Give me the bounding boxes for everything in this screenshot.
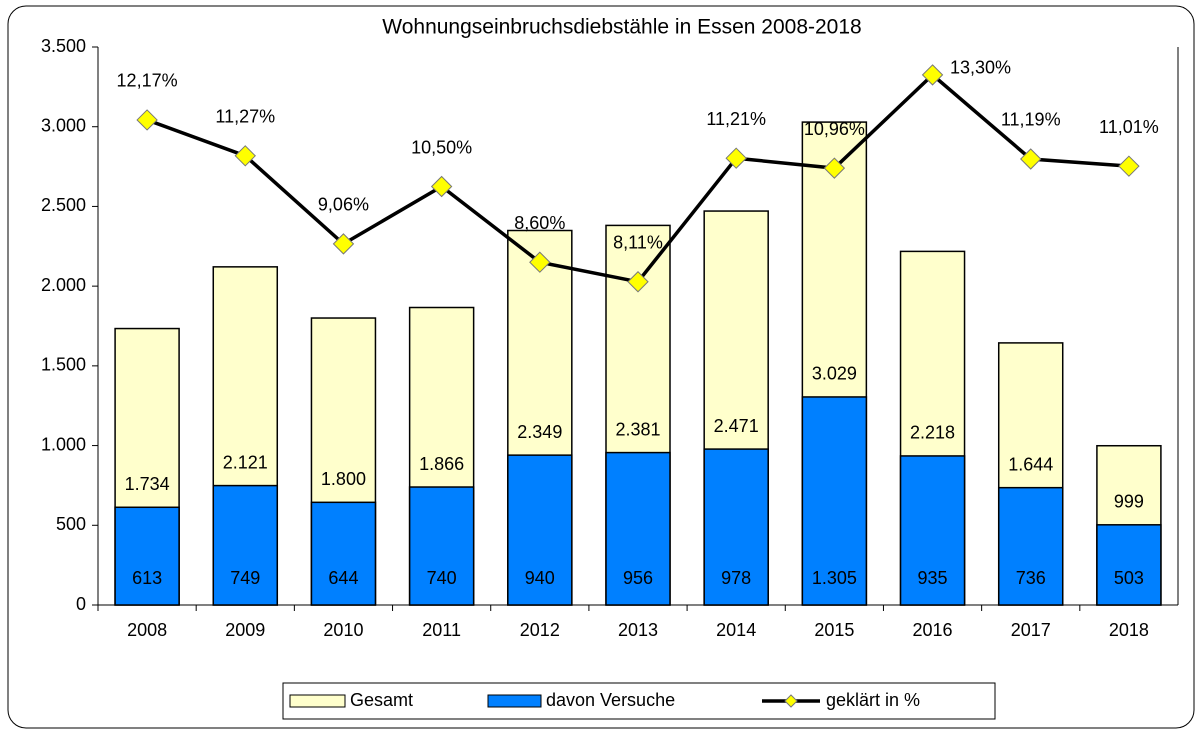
marker: [430, 175, 453, 198]
bar: [1096, 524, 1162, 606]
value-label: 11,21%: [706, 109, 766, 129]
x-tick-label: 2018: [1109, 620, 1149, 640]
bar: [703, 448, 769, 606]
value-label: 13,30%: [950, 58, 1011, 78]
x-tick-label: 2008: [127, 620, 167, 640]
y-tick-label: 1.500: [41, 355, 86, 375]
value-label: 11,27%: [215, 107, 275, 127]
y-tick-label: 2.500: [41, 195, 86, 215]
legend-marker: [784, 694, 798, 708]
value-label: 8,60%: [514, 213, 565, 233]
bar: [310, 501, 377, 606]
value-label: 10,50%: [411, 137, 472, 157]
legend-swatch: [487, 694, 542, 708]
legend: [282, 682, 996, 720]
bar: [605, 451, 671, 606]
x-tick-label: 2015: [814, 620, 854, 640]
value-label: 10,96%: [804, 119, 865, 139]
marker: [921, 64, 944, 86]
value-label: 999: [1114, 492, 1144, 512]
y-tick-label: 500: [56, 514, 86, 534]
value-label: 644: [328, 568, 358, 588]
y-tick-label: 3.500: [41, 36, 86, 56]
x-tick-label: 2013: [618, 620, 658, 640]
x-tick-label: 2016: [913, 620, 953, 640]
value-label: 3.029: [812, 364, 857, 384]
chart-title: Wohnungseinbruchsdiebstähle in Essen 200…: [382, 16, 861, 39]
bar: [408, 486, 475, 606]
legend-label: davon Versuche: [546, 690, 675, 710]
value-label: 2.121: [223, 452, 268, 472]
value-label: 8,11%: [613, 233, 663, 253]
value-label: 956: [623, 568, 653, 588]
value-label: 736: [1016, 568, 1046, 588]
legend-label: Gesamt: [350, 690, 413, 710]
value-label: 940: [525, 568, 555, 588]
x-tick-label: 2012: [520, 620, 560, 640]
value-label: 749: [230, 568, 260, 588]
bar: [997, 486, 1064, 606]
value-label: 2.381: [615, 419, 660, 439]
value-label: 503: [1114, 568, 1144, 588]
value-label: 1.866: [419, 454, 464, 474]
value-label: 935: [918, 568, 948, 588]
legend-swatch: [289, 694, 346, 708]
value-label: 1.305: [812, 568, 857, 588]
value-label: 613: [132, 568, 162, 588]
y-tick-label: 3.000: [41, 115, 86, 135]
value-label: 1.800: [321, 469, 366, 489]
bar: [899, 455, 966, 606]
value-label: 740: [427, 568, 457, 588]
value-label: 2.349: [517, 422, 562, 442]
value-label: 1.644: [1008, 454, 1053, 474]
marker: [823, 157, 846, 179]
bar: [212, 484, 279, 606]
x-tick-label: 2011: [422, 620, 461, 640]
y-tick-label: 0: [76, 594, 86, 614]
legend-label: geklärt in %: [826, 690, 920, 710]
marker: [627, 271, 649, 293]
bar: [507, 454, 573, 606]
x-tick-label: 2010: [323, 620, 363, 640]
bar: [114, 506, 180, 606]
value-label: 9,06%: [318, 195, 369, 215]
value-label: 978: [721, 568, 751, 588]
x-tick-label: 2017: [1011, 620, 1051, 640]
marker: [1020, 148, 1042, 170]
bar: [801, 396, 868, 606]
x-tick-label: 2014: [716, 620, 756, 640]
value-label: 2.471: [714, 416, 759, 436]
marker: [332, 233, 355, 255]
chart-frame: [7, 5, 1195, 729]
marker: [725, 147, 747, 169]
marker: [234, 145, 256, 167]
value-label: 11,19%: [1001, 110, 1061, 130]
value-label: 11,01%: [1099, 117, 1159, 137]
value-label: 2.218: [910, 423, 955, 443]
marker: [136, 109, 158, 131]
x-tick-label: 2009: [225, 620, 265, 640]
y-tick-label: 2.000: [41, 275, 86, 295]
marker: [529, 251, 551, 273]
value-label: 12,17%: [117, 71, 178, 91]
value-label: 1.734: [125, 474, 170, 494]
marker: [1118, 155, 1140, 177]
y-tick-label: 1.000: [41, 434, 86, 454]
